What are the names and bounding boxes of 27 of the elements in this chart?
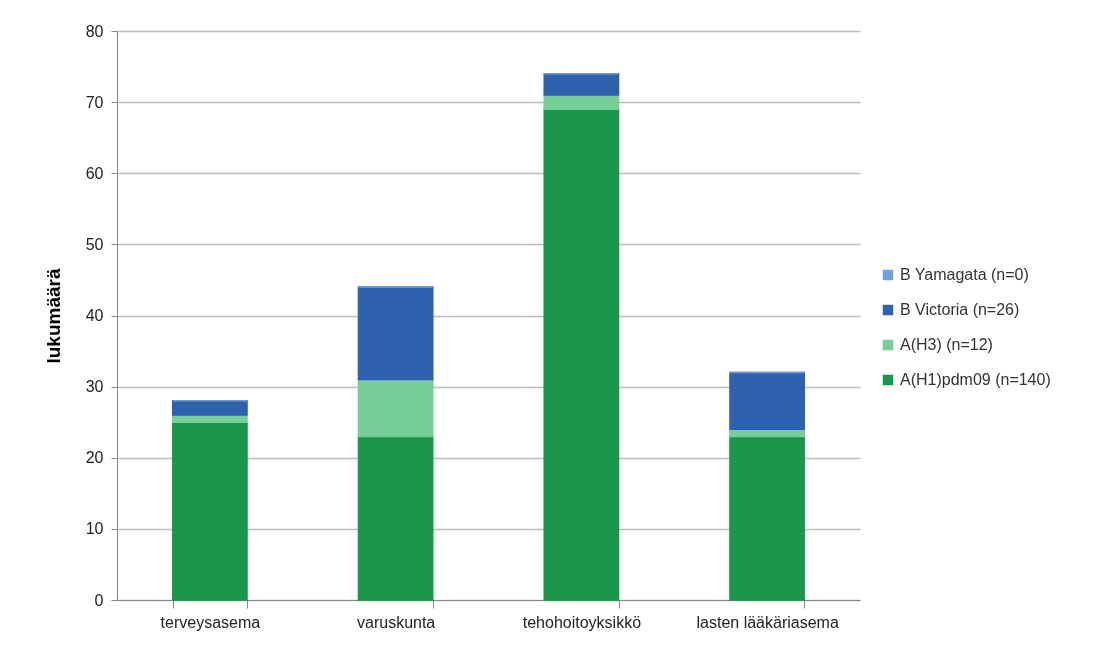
bar — [357, 378, 434, 438]
y-tick-label: 80 — [85, 22, 104, 40]
legend-label: B Victoria (n=26) — [900, 301, 1020, 318]
y-tick-label: 70 — [85, 93, 104, 111]
y-tick-label: 20 — [85, 449, 104, 467]
y-axis-title: lukumäärä — [42, 268, 64, 364]
bar — [729, 435, 806, 601]
y-tick-label: 50 — [85, 235, 104, 253]
bar — [729, 371, 806, 431]
bar — [357, 435, 434, 601]
bar — [171, 421, 248, 601]
bar — [543, 108, 620, 601]
bar — [543, 72, 620, 96]
y-tick-label: 0 — [94, 591, 104, 609]
x-tick-label: terveysasema — [160, 613, 261, 631]
x-tick-label: tehohoitoyksikkö — [522, 613, 642, 631]
y-tick-label: 60 — [85, 164, 104, 182]
y-tick-label: 10 — [85, 520, 104, 538]
y-tick-label: 40 — [85, 307, 104, 324]
legend-label: B Yamagata (n=0) — [900, 266, 1029, 283]
bar — [171, 400, 248, 416]
bar — [357, 286, 434, 381]
legend-label: A(H1)pdm09 (n=140) — [900, 371, 1051, 388]
y-tick-label: 30 — [85, 378, 104, 396]
x-tick-label: varuskunta — [356, 613, 436, 631]
x-tick-label: lasten lääkäriasema — [696, 613, 839, 631]
legend-label: A(H3) (n=12) — [900, 336, 993, 353]
